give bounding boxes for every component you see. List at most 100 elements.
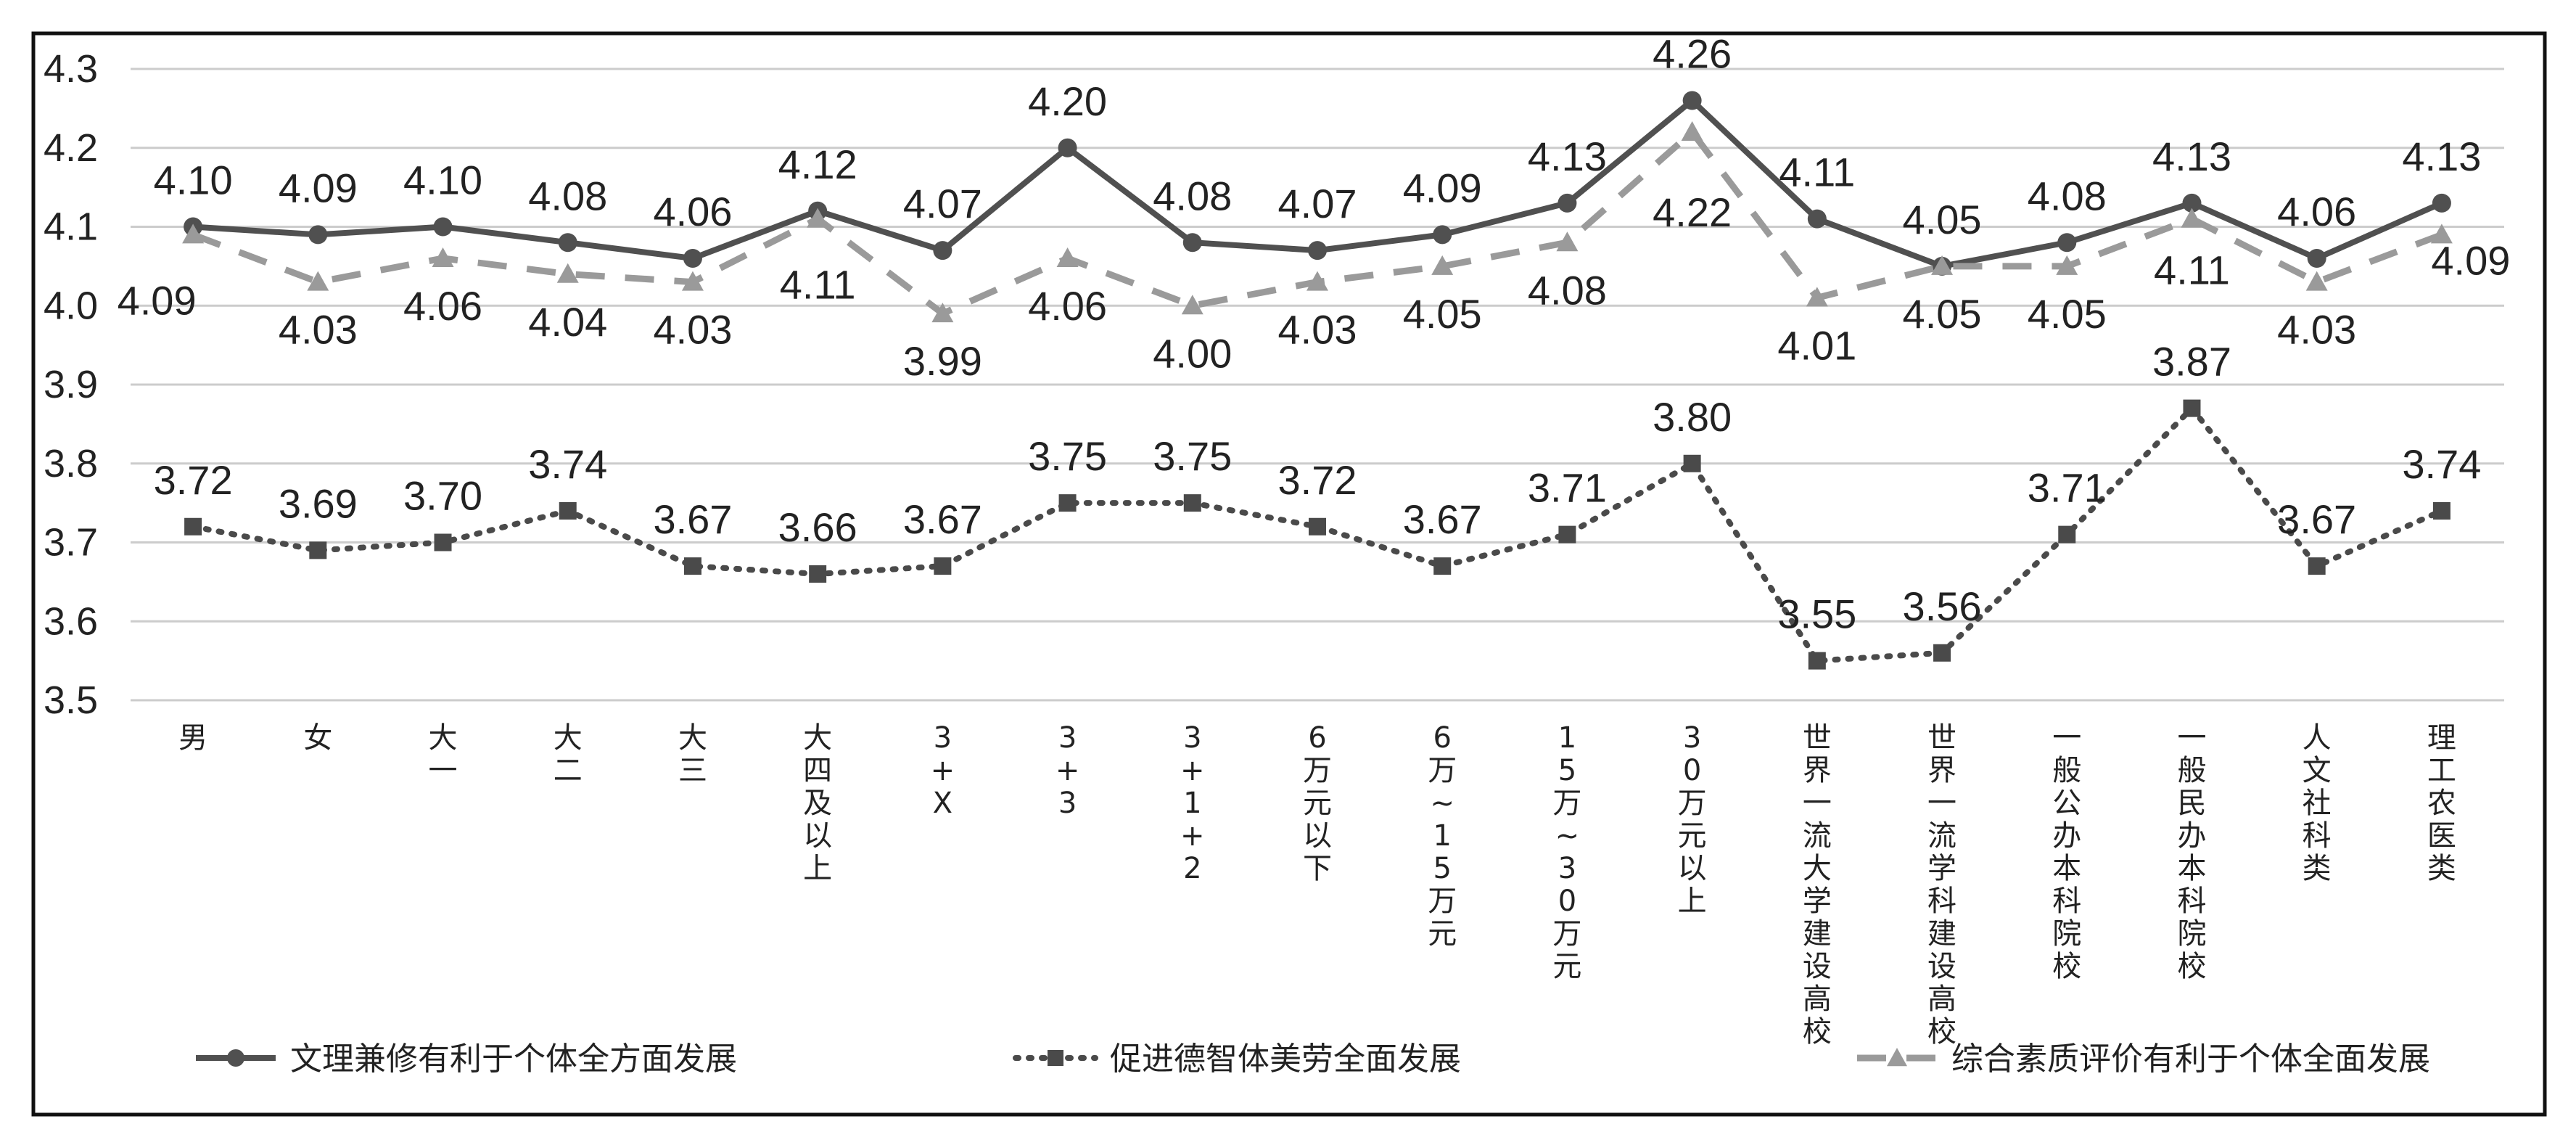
data-label: 4.01 <box>1777 322 1856 368</box>
data-point <box>1556 231 1579 252</box>
y-tick-label: 4.2 <box>44 126 98 170</box>
x-category-label: 世界一流大学建设高校 <box>1803 721 1832 1049</box>
data-point <box>807 208 829 228</box>
data-label: 4.06 <box>653 189 732 234</box>
data-label: 4.11 <box>780 262 856 308</box>
data-point <box>1557 193 1577 213</box>
data-label: 3.66 <box>778 504 857 550</box>
x-category-label: 3 0 万元以上 <box>1678 721 1707 918</box>
x-category-label: 大一 <box>429 721 458 787</box>
data-label: 4.06 <box>403 283 482 329</box>
data-point <box>2432 502 2451 520</box>
data-label: 4.13 <box>2402 134 2481 179</box>
data-point <box>1806 287 1828 307</box>
series-lines <box>182 91 2453 670</box>
gridlines <box>131 67 2504 702</box>
data-point <box>1308 241 1327 261</box>
data-point <box>809 565 827 583</box>
data-label: 4.08 <box>528 173 607 218</box>
data-label: 3.75 <box>1028 433 1107 479</box>
data-point <box>184 517 202 536</box>
data-label: 3.80 <box>1653 394 1732 440</box>
data-label: 4.13 <box>1528 134 1607 179</box>
data-point <box>1306 271 1328 291</box>
legend-label: 文理兼修有利于个体全方面发展 <box>290 1041 737 1078</box>
data-label: 3.74 <box>2402 441 2481 487</box>
data-point <box>559 502 577 520</box>
x-category-label: 大三 <box>678 721 707 787</box>
data-label: 4.13 <box>2152 134 2231 179</box>
data-point <box>1182 233 1202 253</box>
data-label: 4.06 <box>2277 189 2356 234</box>
data-label: 4.03 <box>1278 307 1357 353</box>
data-label: 4.09 <box>118 277 197 323</box>
x-category-label: 大四及以上 <box>803 721 832 885</box>
data-label: 3.71 <box>1528 465 1607 511</box>
data-label: 4.09 <box>2431 237 2510 283</box>
data-point <box>1682 91 1702 110</box>
data-label: 3.69 <box>279 480 358 526</box>
data-label: 4.08 <box>1528 267 1607 313</box>
data-label: 4.00 <box>1153 330 1232 376</box>
data-point <box>2181 208 2203 228</box>
chart-border <box>31 31 2547 1117</box>
legend-item: 综合素质评价有利于个体全面发展 <box>1857 1041 2430 1078</box>
x-category-label: 1 5 万~ 3 0 万元 <box>1552 721 1581 983</box>
data-point <box>1056 247 1079 267</box>
data-point <box>558 233 577 253</box>
data-point <box>683 249 702 268</box>
x-category-label: 3 +3 <box>1055 721 1080 820</box>
y-tick-label: 3.5 <box>44 678 98 722</box>
data-point <box>2182 193 2202 213</box>
data-label: 4.05 <box>1403 291 1482 337</box>
data-point <box>433 217 453 237</box>
data-point <box>2057 233 2077 253</box>
y-tick-label: 4.0 <box>44 284 98 327</box>
data-label: 3.55 <box>1777 591 1856 637</box>
data-point <box>1681 121 1703 141</box>
y-tick-label: 3.8 <box>44 442 98 485</box>
data-label: 3.74 <box>528 441 607 487</box>
data-point <box>931 303 954 323</box>
data-point <box>2305 271 2328 291</box>
data-point <box>309 541 327 559</box>
data-label: 3.99 <box>903 338 982 384</box>
data-label: 4.08 <box>1153 173 1232 218</box>
data-label: 4.09 <box>1403 165 1482 210</box>
x-category-label: 3 +1 +2 <box>1180 721 1205 885</box>
data-point <box>2183 399 2201 417</box>
data-label: 3.71 <box>2028 465 2107 511</box>
y-tick-label: 3.6 <box>44 599 98 643</box>
data-label: 4.03 <box>2277 307 2356 353</box>
data-label: 4.08 <box>2028 173 2107 218</box>
data-label: 3.67 <box>1403 496 1482 542</box>
data-label: 3.75 <box>1153 433 1232 479</box>
data-point <box>934 557 952 575</box>
data-label: 4.20 <box>1028 78 1107 124</box>
x-category-label: 一般民办本科院校 <box>2177 721 2206 983</box>
x-category-label: 理工农医类 <box>2427 721 2456 885</box>
legend: 文理兼修有利于个体全方面发展 促进德智体美劳全面发展 综合素质评价有利于个体全面发展 <box>196 1041 2430 1078</box>
data-point <box>1309 517 1326 536</box>
data-labels: 4.10 4.09 4.10 4.08 4.06 4.12 4.07 4.20 4.08 4.07… <box>118 31 2511 637</box>
data-point <box>1183 494 1201 512</box>
data-point <box>2058 525 2076 544</box>
data-point <box>1808 652 1826 670</box>
data-point <box>2307 249 2326 268</box>
y-axis-ticks: 4.3 4.2 4.1 4.0 3.9 3.8 3.7 3.6 3.5 <box>44 47 98 722</box>
data-label: 4.07 <box>1278 181 1357 226</box>
data-label: 3.70 <box>403 473 482 519</box>
data-label: 4.10 <box>403 157 482 203</box>
data-label: 3.56 <box>1903 583 1982 629</box>
x-category-label: 女 <box>303 721 332 755</box>
data-point <box>1058 494 1077 512</box>
data-point <box>556 263 579 283</box>
x-category-label: 世界一流学科建设高校 <box>1927 721 1956 1049</box>
data-label: 3.72 <box>1278 457 1357 503</box>
data-label: 4.12 <box>778 142 857 187</box>
data-point <box>2308 557 2326 575</box>
data-point <box>2056 255 2078 275</box>
y-tick-label: 3.9 <box>44 363 98 406</box>
